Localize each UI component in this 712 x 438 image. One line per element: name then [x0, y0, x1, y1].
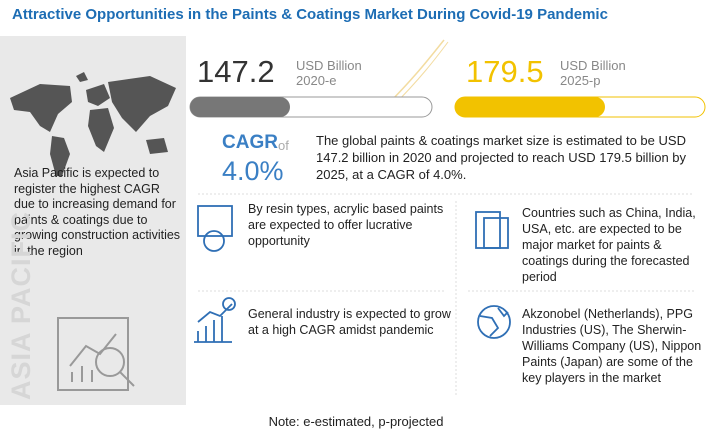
- insight: By resin types, acrylic based paints are…: [248, 202, 444, 248]
- summary: The global paints & coatings market size…: [316, 133, 687, 182]
- unit-2020: USD Billion: [296, 58, 362, 73]
- value-2020: 147.2: [197, 54, 275, 89]
- year-2025: 2025-p: [560, 73, 601, 88]
- insight: General industry is expected to grow at …: [248, 307, 451, 337]
- cagr-value: 4.0%: [222, 156, 284, 186]
- region-text: Asia Pacific is expected to register the…: [14, 166, 181, 258]
- value-2025: 179.5: [466, 54, 544, 89]
- note: Note: e-estimated, p-projected: [268, 414, 444, 429]
- unit-2025: USD Billion: [560, 58, 626, 73]
- insight: Countries such as China, India, USA, etc…: [522, 206, 696, 284]
- cagr-label: CAGR: [222, 132, 278, 153]
- decor: [189, 39, 706, 396]
- panel-graphics: [10, 72, 176, 391]
- region-label: ASIA PACIFIC: [6, 210, 36, 400]
- insight: Akzonobel (Netherlands), PPG Industries …: [522, 307, 702, 385]
- cagr-of: of: [278, 138, 289, 153]
- year-2020: 2020-e: [296, 73, 337, 88]
- title: Attractive Opportunities in the Paints &…: [12, 6, 608, 23]
